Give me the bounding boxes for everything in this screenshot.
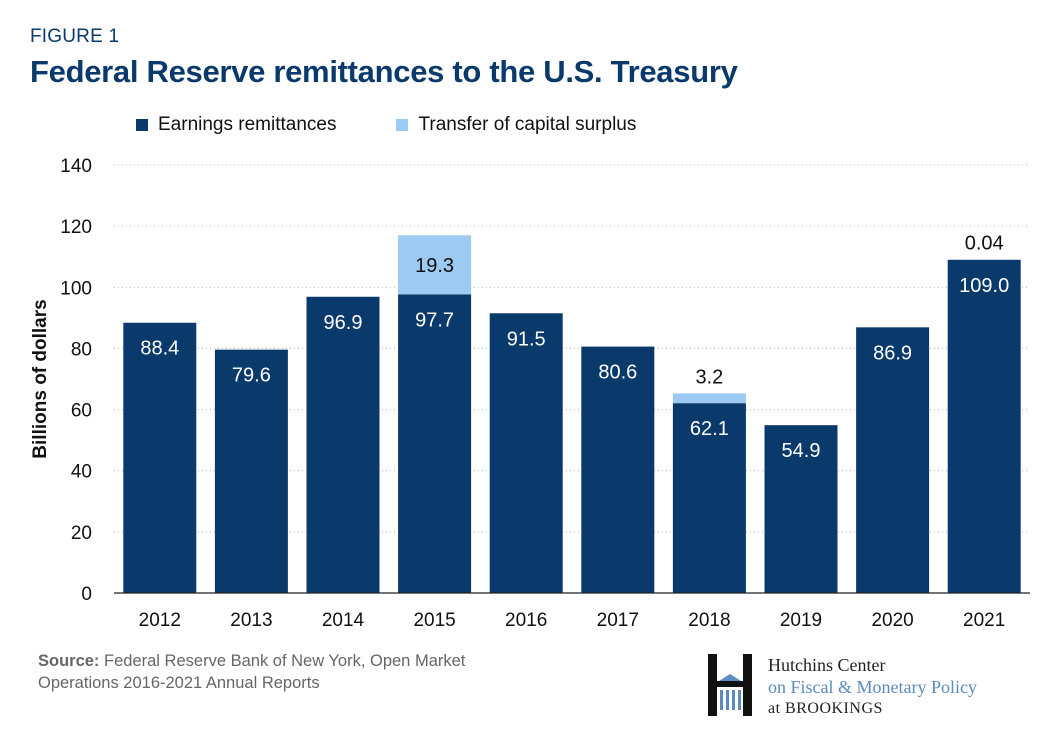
bar-earnings	[306, 296, 380, 593]
data-label-earnings: 91.5	[507, 328, 546, 350]
data-label-earnings: 62.1	[690, 418, 729, 440]
bar-earnings	[123, 322, 197, 593]
x-tick-label: 2015	[413, 610, 455, 631]
x-tick-label: 2013	[230, 610, 272, 631]
data-label-earnings: 88.4	[140, 338, 179, 360]
bar-earnings	[489, 313, 563, 593]
logo-line-3: at BROOKINGS	[768, 700, 883, 717]
brookings-logo: Hutchins Center on Fiscal & Monetary Pol…	[708, 654, 977, 720]
source-prefix: Source:	[38, 652, 100, 670]
legend-swatch-earnings	[136, 119, 148, 131]
x-tick-label: 2020	[871, 610, 913, 631]
bar-chart: 0 20 40 60 80 100 120 140 Billions of dollars 88.…	[30, 156, 1030, 631]
y-tick-label: 100	[60, 278, 92, 299]
chart-title: Federal Reserve remittances to the U.S. …	[30, 54, 738, 89]
x-tick-label: 2012	[139, 610, 181, 631]
data-label-surplus: 19.3	[415, 255, 454, 277]
figure-label: FIGURE 1	[30, 26, 120, 47]
bar-surplus	[672, 393, 746, 404]
bar-earnings	[398, 294, 472, 593]
y-tick-label: 60	[71, 401, 92, 422]
x-tick-label: 2019	[780, 610, 822, 631]
data-label-earnings: 54.9	[782, 440, 821, 462]
legend-label-surplus: Transfer of capital surplus	[418, 114, 637, 135]
data-label-earnings: 86.9	[873, 342, 912, 364]
data-label-surplus: 3.2	[695, 366, 723, 388]
x-tick-label: 2018	[688, 610, 730, 631]
source-text: Federal Reserve Bank of New York, Open M…	[38, 652, 466, 692]
data-label-earnings: 79.6	[232, 365, 271, 387]
y-tick-label: 140	[60, 156, 92, 177]
legend-swatch-surplus	[396, 119, 409, 131]
legend-item-earnings: Earnings remittances	[136, 114, 336, 136]
data-label-earnings: 80.6	[598, 362, 637, 384]
logo-line-1: Hutchins Center	[768, 655, 886, 675]
data-label-surplus: 0.04	[965, 233, 1004, 255]
legend-label-earnings: Earnings remittances	[158, 114, 337, 135]
bar-earnings	[581, 346, 655, 593]
bar-surplus	[398, 235, 472, 295]
legend-item-surplus: Transfer of capital surplus	[396, 114, 636, 136]
source-note: Source: Federal Reserve Bank of New York…	[38, 650, 538, 694]
y-axis-label: Billions of dollars	[30, 299, 51, 458]
hutchins-h-logo-icon	[708, 654, 752, 716]
y-tick-label: 40	[71, 462, 92, 483]
data-label-earnings: 109.0	[959, 275, 1009, 297]
data-label-earnings: 96.9	[324, 312, 363, 334]
bar-earnings	[856, 327, 930, 593]
bar-earnings	[672, 403, 746, 593]
y-tick-label: 80	[71, 339, 92, 360]
x-tick-label: 2021	[963, 610, 1005, 631]
logo-line-2: on Fiscal & Monetary Policy	[768, 677, 977, 697]
y-tick-label: 0	[81, 584, 92, 605]
legend: Earnings remittances Transfer of capital…	[136, 114, 696, 136]
bar-earnings	[214, 349, 288, 593]
bar-earnings	[947, 259, 1021, 593]
x-tick-label: 2014	[322, 610, 365, 631]
y-tick-label: 20	[71, 523, 92, 544]
bar-earnings	[764, 425, 838, 593]
x-tick-label: 2017	[597, 610, 639, 631]
y-tick-label: 120	[60, 217, 92, 238]
data-label-earnings: 97.7	[415, 309, 454, 331]
x-tick-label: 2016	[505, 610, 547, 631]
